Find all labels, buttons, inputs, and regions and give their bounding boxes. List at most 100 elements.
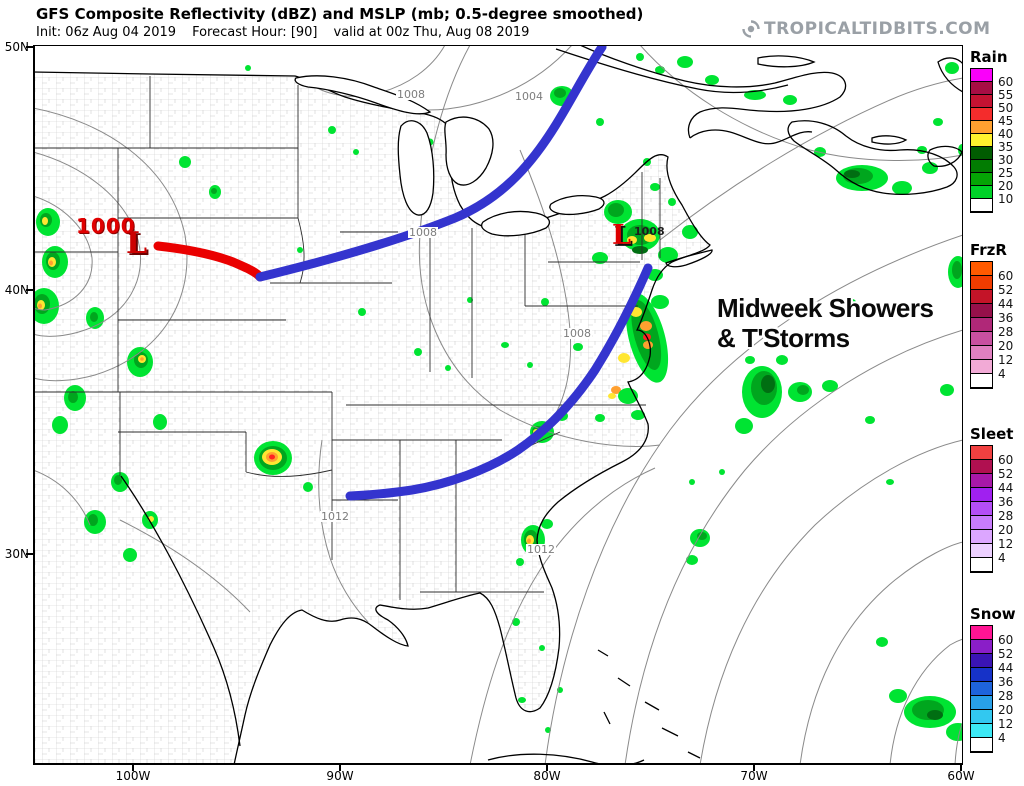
isobar-label: 1004 <box>514 90 544 103</box>
legend-swatch <box>971 544 992 558</box>
legend-tick-label: 52 <box>998 467 1014 481</box>
legend-swatch <box>971 108 992 121</box>
isobar-label: 1012 <box>320 510 350 523</box>
site-logo: TROPICALTIDBITS.COM <box>742 19 991 39</box>
legend-swatch <box>971 290 992 304</box>
legend-tick-label: 36 <box>998 675 1014 689</box>
init-time: Init: 06z Aug 04 2019 <box>36 25 177 40</box>
legend-scale-title: Sleet <box>970 425 1014 443</box>
legend-swatch <box>971 724 992 738</box>
lon-label-70w: 70W <box>740 769 768 783</box>
legend-tick-label: 45 <box>998 114 1014 128</box>
legend-tick-label: 35 <box>998 140 1014 154</box>
isobar-label: 1008 <box>562 327 592 340</box>
legend-tick-label: 30 <box>998 153 1014 167</box>
legend-swatch <box>971 654 992 668</box>
legend-swatch <box>971 710 992 724</box>
cold-front-line <box>153 241 265 282</box>
legend-swatch <box>971 460 992 474</box>
lat-label-50n: 50N <box>4 40 29 54</box>
legend-swatch <box>971 626 992 640</box>
low-pressure-value: 1000 <box>76 214 136 238</box>
legend-tick-label: 44 <box>998 481 1014 495</box>
coastlines <box>33 45 963 765</box>
legend-scale-title: FrzR <box>970 241 1007 259</box>
lon-tick <box>132 765 134 771</box>
legend-scale-title: Snow <box>970 605 1016 623</box>
legend-tick-label: 28 <box>998 689 1014 703</box>
legend-swatch <box>971 82 992 95</box>
legend-tick-label: 20 <box>998 523 1014 537</box>
lon-label-60w: 60W <box>947 769 975 783</box>
legend-swatch <box>971 640 992 654</box>
legend-scale-frzr: FrzR 60 52 44 36 28 20 12 4 <box>970 241 1013 389</box>
legend-tick-label: 28 <box>998 325 1014 339</box>
legend-swatch <box>971 69 992 82</box>
legend-swatch <box>971 134 992 147</box>
legend-tick-label: 60 <box>998 633 1014 647</box>
map-title: GFS Composite Reflectivity (dBZ) and MSL… <box>36 5 644 23</box>
low-pressure-value-northeast: 1008 <box>634 225 665 238</box>
lat-tick <box>26 46 33 48</box>
lon-label-100w: 100W <box>115 769 151 783</box>
legend-swatch <box>971 121 992 134</box>
annotation-line-1: Midweek Showers <box>717 293 934 323</box>
legend-swatch <box>971 332 992 346</box>
legend-tick-label: 52 <box>998 283 1014 297</box>
legend-swatch <box>971 516 992 530</box>
legend-tick-label: 50 <box>998 101 1014 115</box>
legend-scale-sleet: Sleet 60 52 44 36 28 20 12 4 <box>970 426 1013 573</box>
legend-swatch <box>971 160 992 173</box>
isobar-label: 1008 <box>396 88 426 101</box>
weather-map <box>33 45 963 765</box>
legend-tick-label: 40 <box>998 127 1014 141</box>
legend-tick-label: 12 <box>998 353 1014 367</box>
legend-swatch <box>971 530 992 544</box>
legend-swatch <box>971 304 992 318</box>
legend-scale-snow: Snow 60 52 44 36 28 20 12 4 <box>970 606 1016 753</box>
legend-tick-label: 20 <box>998 179 1014 193</box>
trough-line-east <box>345 263 653 501</box>
legend-swatch <box>971 318 992 332</box>
legend-colorbar: 60 52 44 36 28 20 12 4 <box>970 261 1013 389</box>
legend-tick-label: 36 <box>998 311 1014 325</box>
legend-colorbar: 60 55 50 45 40 35 30 25 20 10 <box>970 68 1013 213</box>
legend-swatch <box>971 262 992 276</box>
legend-swatch <box>971 199 992 212</box>
precip-type-legend: Rain 60 55 50 45 40 35 30 25 20 10 FrzR 60 52 44 36 28 20… <box>966 45 1024 765</box>
legend-colorbar: 60 52 44 36 28 20 12 4 <box>970 625 1013 753</box>
legend-scale-title: Rain <box>970 48 1008 66</box>
lon-label-90w: 90W <box>326 769 354 783</box>
forecast-hour: Forecast Hour: [90] <box>192 25 318 40</box>
legend-swatch <box>971 360 992 374</box>
legend-tick-label: 60 <box>998 269 1014 283</box>
lon-tick <box>753 765 755 771</box>
legend-tick-label: 44 <box>998 661 1014 675</box>
map-subtitle: Init: 06z Aug 04 2019 Forecast Hour: [90]… <box>36 25 545 40</box>
legend-tick-label: 4 <box>998 551 1006 565</box>
legend-tick-label: 4 <box>998 367 1006 381</box>
legend-tick-label: 60 <box>998 453 1014 467</box>
legend-tick-label: 4 <box>998 731 1006 745</box>
low-center-symbol: L <box>126 226 148 261</box>
lat-label-30n: 30N <box>4 547 29 561</box>
site-logo-text: TROPICALTIDBITS.COM <box>764 19 991 39</box>
legend-tick-label: 28 <box>998 509 1014 523</box>
lon-tick <box>339 765 341 771</box>
isobar-label: 1012 <box>526 543 556 556</box>
legend-swatch <box>971 346 992 360</box>
isobar-label: 1008 <box>408 226 438 239</box>
legend-tick-label: 25 <box>998 166 1014 180</box>
legend-swatch <box>971 374 992 388</box>
annotation-line-2: & T'Storms <box>717 323 850 353</box>
lon-tick <box>546 765 548 771</box>
legend-tick-label: 52 <box>998 647 1014 661</box>
legend-swatch <box>971 668 992 682</box>
valid-time: valid at 00z Thu, Aug 08 2019 <box>333 25 530 40</box>
legend-swatch <box>971 682 992 696</box>
legend-swatch <box>971 502 992 516</box>
legend-swatch <box>971 147 992 160</box>
lon-label-80w: 80W <box>533 769 561 783</box>
legend-tick-label: 55 <box>998 88 1014 102</box>
